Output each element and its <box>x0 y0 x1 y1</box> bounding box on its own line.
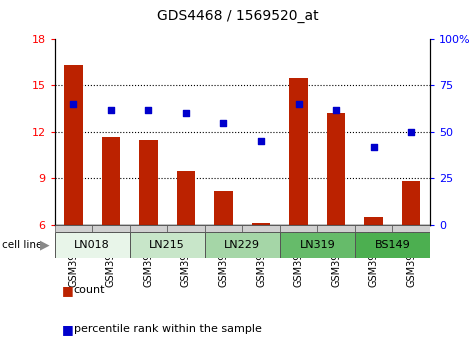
Bar <box>139 139 158 225</box>
Bar <box>177 171 195 225</box>
Bar <box>364 217 383 225</box>
Point <box>257 138 265 144</box>
Bar <box>214 191 233 225</box>
Point <box>182 110 190 116</box>
Bar <box>55 232 130 258</box>
Bar <box>392 225 430 232</box>
Bar <box>289 78 308 225</box>
Point <box>69 101 77 107</box>
Point <box>370 144 377 149</box>
Bar <box>252 223 270 225</box>
Text: cell line: cell line <box>2 240 43 250</box>
Text: LN018: LN018 <box>74 240 110 250</box>
Point <box>144 107 152 112</box>
Text: count: count <box>74 285 105 295</box>
Text: LN319: LN319 <box>299 240 335 250</box>
Text: ■: ■ <box>62 323 74 336</box>
Bar <box>317 225 355 232</box>
Bar <box>205 232 280 258</box>
Point <box>219 120 227 125</box>
Text: GDS4468 / 1569520_at: GDS4468 / 1569520_at <box>157 9 318 23</box>
Point <box>332 107 340 112</box>
Point <box>294 101 302 107</box>
Bar <box>64 65 83 225</box>
Bar <box>92 225 130 232</box>
Bar <box>130 225 167 232</box>
Point <box>407 129 415 135</box>
Bar <box>55 225 92 232</box>
Text: percentile rank within the sample: percentile rank within the sample <box>74 324 262 334</box>
Text: ■: ■ <box>62 284 74 297</box>
Bar <box>355 232 430 258</box>
Bar <box>355 225 392 232</box>
Bar <box>102 137 120 225</box>
Bar <box>167 225 205 232</box>
Text: ▶: ▶ <box>40 239 50 251</box>
Bar <box>242 225 280 232</box>
Bar <box>280 225 317 232</box>
Point <box>107 107 115 112</box>
Text: BS149: BS149 <box>374 240 410 250</box>
Bar <box>402 181 420 225</box>
Bar <box>327 113 345 225</box>
Bar <box>205 225 242 232</box>
Text: LN215: LN215 <box>149 240 185 250</box>
Bar <box>130 232 205 258</box>
Text: LN229: LN229 <box>224 240 260 250</box>
Bar <box>280 232 355 258</box>
